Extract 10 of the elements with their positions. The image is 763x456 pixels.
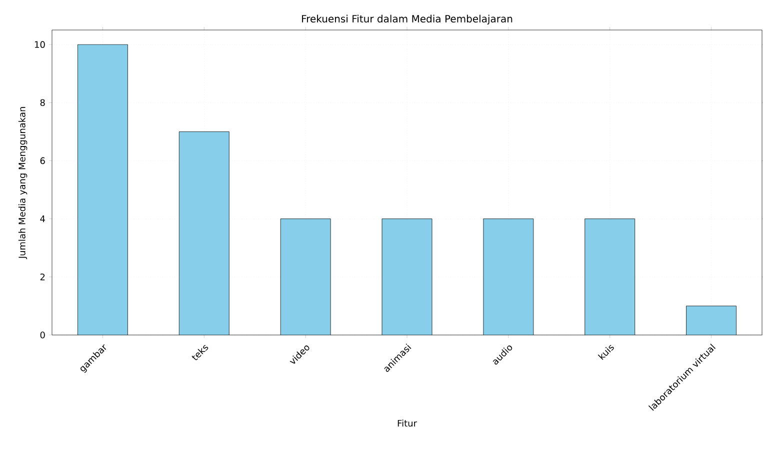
y-tick-label: 6 — [40, 157, 45, 164]
y-tick-label: 10 — [35, 41, 45, 48]
y-tick-label: 0 — [40, 332, 45, 338]
x-tick-label: kuis — [598, 344, 614, 360]
y-tick-label: 4 — [40, 216, 45, 222]
x-axis-title: Fitur — [398, 420, 417, 427]
y-tick-label: 2 — [40, 274, 45, 280]
chart-title: Frekuensi Fitur dalam Media Pembelajaran — [302, 14, 512, 24]
y-tick-label: 8 — [40, 99, 45, 106]
y-axis-title: Jumlah Media yang Menggunakan — [18, 107, 28, 260]
